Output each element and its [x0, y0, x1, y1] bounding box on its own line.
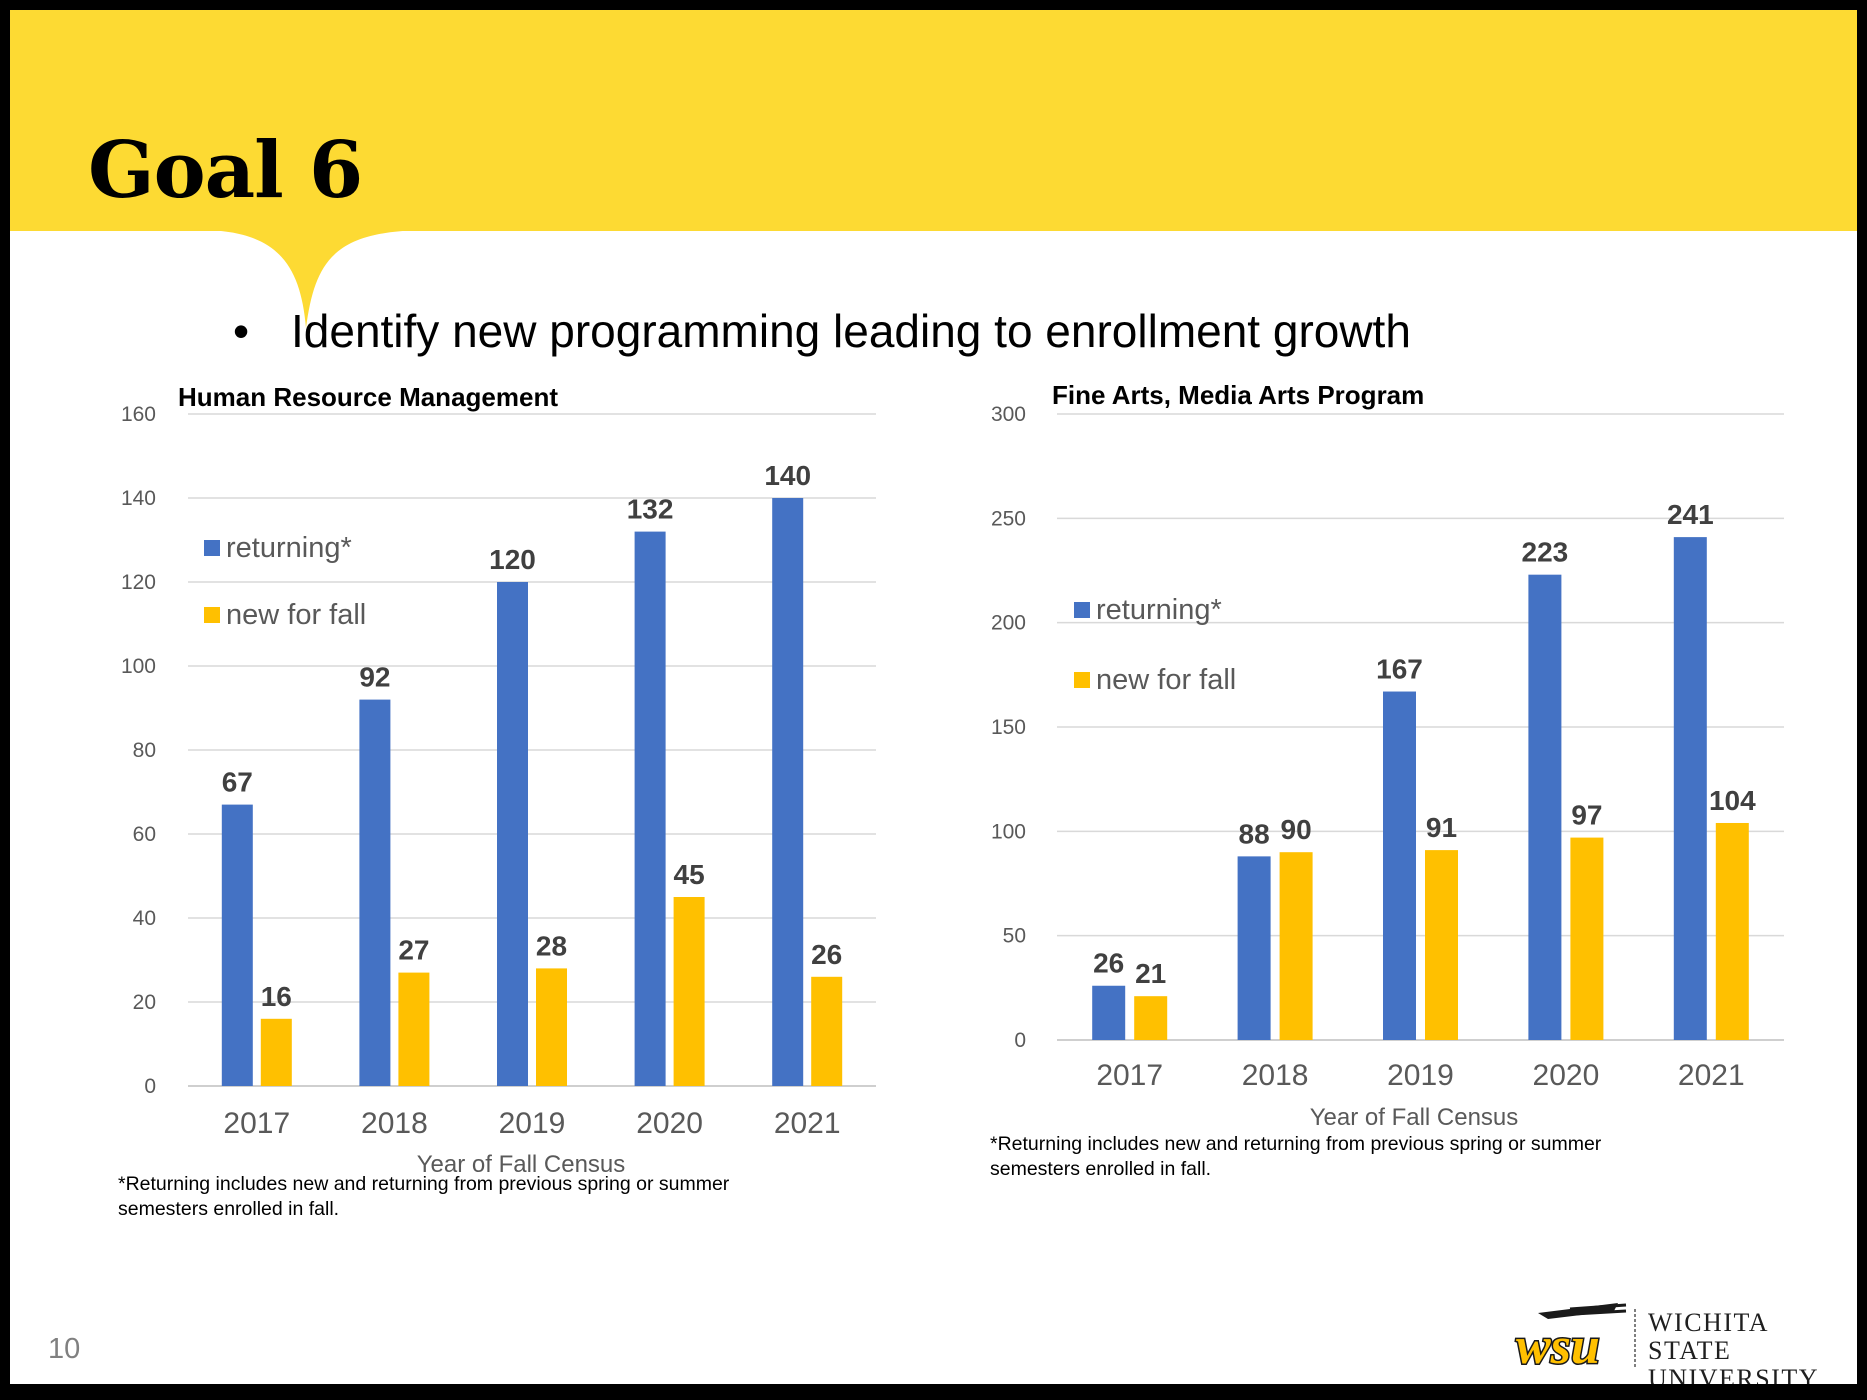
- fam-data-label: 90: [1281, 814, 1312, 845]
- banner-notch-shape: [190, 229, 422, 328]
- hrm-bar-new-for-fall: [536, 968, 567, 1086]
- fam-bar-new-for-fall: [1570, 837, 1604, 1040]
- fam-y-tick-label: 0: [1014, 1029, 1026, 1052]
- wsu-shocker-logo-icon: wsu: [1515, 1303, 1636, 1375]
- hrm-bar-new-for-fall: [398, 972, 430, 1086]
- hrm-bar-returning: [634, 531, 666, 1086]
- hrm-data-label: 28: [536, 930, 567, 961]
- bullet-text: Identify new programming leading to enro…: [291, 305, 1411, 357]
- hrm-y-tick-label: 80: [133, 739, 156, 762]
- logo-monogram: wsu: [1516, 1318, 1600, 1375]
- hrm-bar-returning: [221, 804, 253, 1086]
- hrm-legend-label: returning*: [226, 532, 352, 564]
- hrm-legend-label: new for fall: [226, 599, 366, 631]
- hrm-category-label: 2017: [223, 1107, 290, 1140]
- hrm-category-label: 2018: [361, 1107, 428, 1140]
- page-number: 10: [48, 1333, 81, 1365]
- hrm-x-axis-title: Year of Fall Census: [417, 1151, 626, 1178]
- fam-legend-label: new for fall: [1096, 664, 1236, 696]
- hrm-category-label: 2020: [636, 1107, 703, 1140]
- fam-y-tick-label: 100: [991, 820, 1026, 843]
- fam-data-label: 104: [1709, 785, 1756, 816]
- hrm-bar-returning: [359, 699, 391, 1086]
- logo-line-2: University: [1648, 1364, 1819, 1385]
- hrm-category-label: 2019: [499, 1107, 566, 1140]
- bullet-marker: •: [233, 305, 250, 357]
- fam-data-label: 223: [1522, 537, 1569, 568]
- hrm-legend-swatch-returning: [204, 540, 220, 556]
- fam-data-label: 167: [1376, 654, 1423, 685]
- hrm-y-tick-label: 60: [133, 823, 156, 846]
- hrm-data-label: 27: [398, 935, 429, 966]
- fam-bar-new-for-fall: [1425, 850, 1458, 1040]
- hrm-y-tick-label: 0: [144, 1075, 156, 1098]
- fam-bar-returning: [1673, 537, 1707, 1040]
- chart-human-resource-management: 0 20 40 60 80 100 120 140 160 67 16 2017 92 27 2018 120…: [121, 382, 876, 1178]
- fam-legend-label: returning*: [1096, 594, 1222, 626]
- fam-bar-returning: [1528, 574, 1562, 1040]
- fam-legend-swatch-returning: [1074, 602, 1090, 618]
- hrm-bar-new-for-fall: [673, 897, 705, 1086]
- hrm-category-label: 2021: [774, 1107, 841, 1140]
- chart-fine-arts-media-arts: 0 50 100 150 200 250 300 26 21 2017 88 90 2018 167 91 2…: [991, 380, 1784, 1131]
- fam-data-label: 21: [1135, 958, 1166, 989]
- hrm-data-label: 16: [261, 981, 292, 1012]
- fam-category-label: 2017: [1096, 1059, 1163, 1092]
- fam-bar-new-for-fall: [1134, 996, 1168, 1040]
- fam-y-tick-label: 50: [1003, 925, 1026, 948]
- fam-bar-new-for-fall: [1279, 852, 1313, 1040]
- logo-line-1: Wichita State: [1648, 1308, 1768, 1365]
- hrm-bar-new-for-fall: [260, 1018, 292, 1086]
- fam-bar-returning: [1237, 856, 1271, 1040]
- fam-y-tick-label: 200: [991, 612, 1026, 635]
- chart-hrm-footnote: *Returning includes new and returning fr…: [118, 1173, 730, 1220]
- fam-data-label: 88: [1239, 818, 1270, 849]
- fam-category-label: 2021: [1678, 1059, 1745, 1092]
- fam-data-label: 97: [1571, 800, 1602, 831]
- fam-y-tick-label: 300: [991, 403, 1026, 426]
- chart-fam-footnote: *Returning includes new and returning fr…: [990, 1133, 1602, 1180]
- fam-bar-new-for-fall: [1715, 822, 1749, 1040]
- slide-title: Goal 6: [88, 125, 363, 216]
- fam-category-label: 2020: [1533, 1059, 1600, 1092]
- hrm-data-label: 26: [811, 939, 842, 970]
- hrm-bar-new-for-fall: [811, 976, 843, 1086]
- hrm-data-label: 45: [674, 859, 705, 890]
- fam-x-axis-title: Year of Fall Census: [1310, 1104, 1519, 1131]
- hrm-y-tick-label: 160: [121, 403, 156, 426]
- fam-legend-swatch-new-for-fall: [1074, 672, 1090, 688]
- hrm-data-label: 132: [627, 494, 674, 525]
- hrm-y-tick-label: 140: [121, 487, 156, 510]
- slide: Goal 6 • Identify new programming leading…: [10, 10, 1857, 1384]
- hrm-title: Human Resource Management: [178, 382, 558, 412]
- fam-title: Fine Arts, Media Arts Program: [1052, 380, 1424, 410]
- university-name: Wichita State University: [1648, 1308, 1838, 1385]
- title-banner: [10, 10, 1857, 231]
- fam-bar-returning: [1092, 985, 1126, 1040]
- hrm-y-tick-label: 20: [133, 991, 156, 1014]
- hrm-y-tick-label: 40: [133, 907, 156, 930]
- hrm-y-tick-label: 100: [121, 655, 156, 678]
- fam-data-label: 241: [1667, 499, 1714, 530]
- bullet-item: • Identify new programming leading to enr…: [233, 304, 1411, 358]
- hrm-data-label: 140: [764, 460, 811, 491]
- hrm-data-label: 92: [359, 662, 390, 693]
- fam-category-label: 2018: [1242, 1059, 1309, 1092]
- hrm-y-tick-label: 120: [121, 571, 156, 594]
- fam-bar-returning: [1383, 691, 1416, 1040]
- hrm-bar-returning: [772, 498, 804, 1086]
- fam-y-tick-label: 250: [991, 507, 1026, 530]
- fam-y-tick-label: 150: [991, 716, 1026, 739]
- hrm-bar-returning: [497, 582, 528, 1086]
- university-logo: wsu Wichita State University: [1508, 1295, 1838, 1384]
- fam-category-label: 2019: [1387, 1059, 1454, 1092]
- fam-data-label: 26: [1093, 948, 1124, 979]
- hrm-data-label: 120: [489, 544, 536, 575]
- hrm-legend-swatch-new-for-fall: [204, 607, 220, 623]
- fam-data-label: 91: [1426, 812, 1457, 843]
- hrm-data-label: 67: [222, 767, 253, 798]
